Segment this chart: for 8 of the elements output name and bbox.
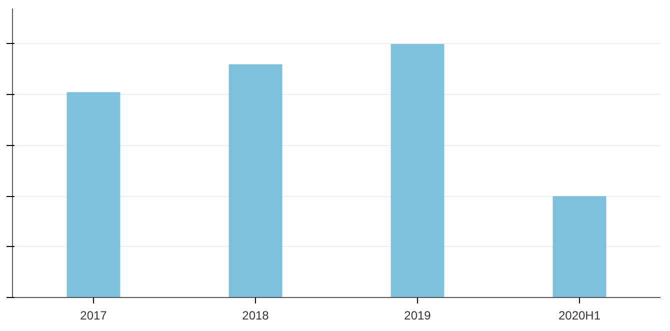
x-tick-label: 2020H1	[558, 308, 601, 322]
bar	[66, 92, 120, 298]
x-tick-label: 2017	[80, 308, 108, 322]
bar	[228, 64, 282, 298]
x-tick-label: 2019	[404, 308, 432, 322]
x-tick-label: 2018	[242, 308, 270, 322]
bar	[390, 44, 444, 298]
bar	[552, 196, 606, 298]
